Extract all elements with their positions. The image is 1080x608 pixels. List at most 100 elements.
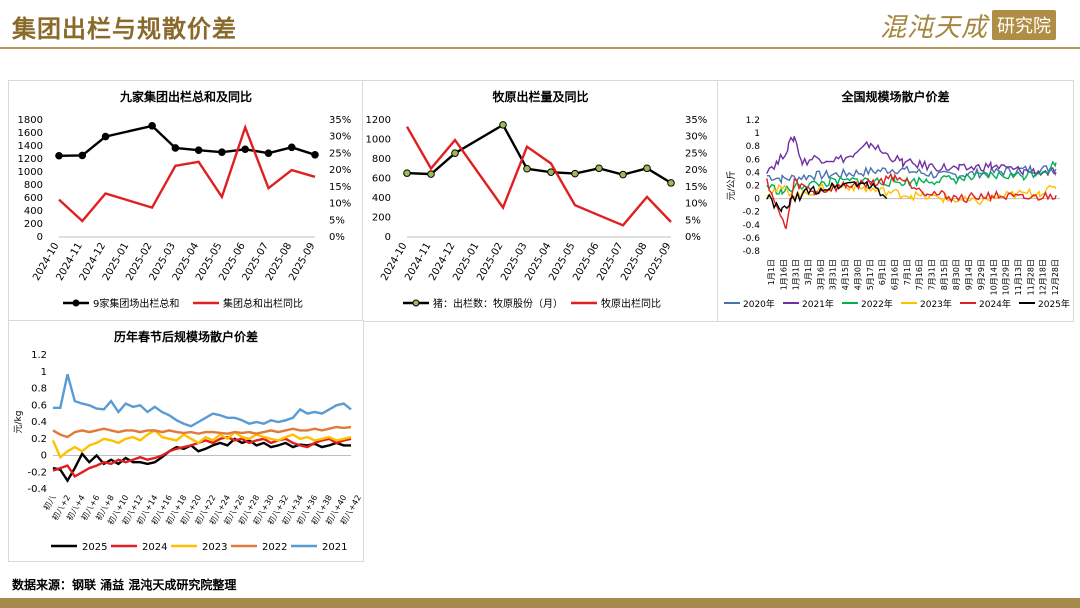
c2-xtick: 4月15日 [841, 259, 850, 290]
c1-series-point [619, 170, 627, 179]
c2-ytick: 0.4 [746, 168, 761, 178]
c1-series-point [523, 164, 531, 173]
c1-ytick-right: 35% [685, 115, 707, 126]
c0-series-point [55, 151, 63, 160]
c2-xtick: 7月31日 [928, 259, 937, 290]
c0-series-point [101, 132, 110, 141]
c0-series-point [311, 150, 319, 159]
c0-series-point [148, 122, 156, 130]
c0-ytick-left: 200 [24, 219, 43, 230]
c2-xtick: 3月1日 [804, 259, 813, 285]
c2-ytick: -0.4 [742, 221, 760, 231]
c1-series-point [499, 121, 507, 129]
c2-ytick: 0.2 [746, 182, 760, 192]
brand-seal: 研究院 [992, 10, 1056, 40]
brand-logo: 混沌天成 研究院 [880, 8, 1056, 43]
c3-ytick: 0 [41, 451, 47, 462]
c2-xtick: 6月16日 [890, 259, 899, 290]
c2-xtick: 4月30日 [853, 259, 862, 290]
chart-group-output: 九家集团出栏总和及同比 0 200 400 600 800 1000 1200 1400 1600… [18, 89, 352, 310]
c2-series-line-5 [766, 180, 888, 213]
chart-panel-group-output: 九家集团出栏总和及同比 0 200 400 600 800 1000 1200 1400 1600… [8, 80, 364, 322]
c2-series-line-4 [766, 172, 1057, 230]
c3-series-line-4 [53, 373, 352, 428]
c0-ytick-right: 35% [329, 115, 351, 126]
c0-legend-marker [72, 299, 80, 307]
c2-ytick: -0.6 [742, 234, 760, 244]
c1-legend-label: 牧原出栏同比 [601, 297, 661, 310]
footer-bar [0, 598, 1080, 608]
c0-series-point [78, 151, 87, 160]
c3-series-line-2 [51, 428, 352, 460]
c0-ytick-left: 0 [37, 232, 43, 243]
c3-ytick: -0.4 [27, 484, 47, 495]
c1-ytick-right: 30% [685, 132, 707, 143]
c2-legend-label: 2021年 [802, 298, 834, 310]
c2-series-line-2 [766, 160, 1057, 196]
c2-xtick: 12月28日 [1051, 259, 1060, 295]
c3-legend-label: 2023 [202, 542, 227, 553]
c0-legend-label: 9家集团场出栏总和 [93, 297, 179, 310]
c0-ytick-right: 20% [329, 165, 351, 176]
c0-series-line-1 [58, 123, 316, 223]
c2-xtick: 8月15日 [940, 259, 949, 290]
chart-panel-muyuan-output: 牧原出栏量及同比 0 200 400 600 800 1000 1200 0% 5% 10% 15% 2… [362, 80, 719, 322]
c1-series-point [403, 169, 411, 177]
c3-title: 历年春节后规模场散户价差 [114, 329, 258, 344]
c0-series-point [194, 146, 203, 155]
c3-ytick: 0.6 [31, 400, 47, 411]
c2-xtick: 1月1日 [767, 259, 776, 285]
c2-legend-label: 2024年 [979, 298, 1011, 310]
c1-ytick-left: 1200 [366, 115, 391, 126]
chart-panel-festival-spread: 历年春节后规模场散户价差 -0.4 -0.2 0 0.2 0.4 0.6 0.8 1 1.2 元/k… [8, 320, 364, 562]
c1-series-line-1 [405, 126, 672, 227]
c0-series-line-0 [58, 124, 316, 157]
c1-ytick-left: 600 [372, 174, 391, 185]
chart-muyuan-output: 牧原出栏量及同比 0 200 400 600 800 1000 1200 0% 5% 10% 15% 2… [366, 89, 708, 310]
c2-series-line-0 [766, 164, 1057, 185]
c0-series-point [241, 145, 249, 154]
c2-xtick: 5月17日 [866, 259, 875, 290]
c1-series-point [643, 164, 651, 173]
c2-ytick: 0.8 [746, 142, 761, 152]
chart-panel-national-spread: 全国规模场散户价差 -0.8 -0.6 -0.4 -0.2 0 0.2 0.4 0.6 0.8 1 1… [717, 80, 1074, 322]
c0-series-point [287, 143, 296, 152]
c1-series-point [451, 149, 459, 157]
c0-ytick-left: 1600 [18, 128, 43, 139]
c3-series-line-3 [52, 425, 352, 439]
c1-ytick-left: 400 [372, 193, 391, 204]
c1-series-point [547, 168, 555, 176]
c2-xtick: 11月28日 [1026, 259, 1035, 295]
c2-legend-label: 2022年 [861, 298, 893, 310]
c0-series-point [171, 144, 180, 152]
page-title: 集团出栏与规散价差 [12, 14, 237, 43]
c0-title: 九家集团出栏总和及同比 [119, 89, 252, 104]
c0-ytick-right: 10% [329, 199, 351, 210]
c3-series-line-1 [52, 435, 352, 478]
c2-ytick: 0 [754, 195, 760, 205]
c3-ytick: 0.2 [31, 434, 47, 445]
c1-ytick-right: 20% [685, 165, 707, 176]
c1-ytick-right: 10% [685, 199, 707, 210]
c2-xtick: 1月16日 [779, 259, 788, 290]
c0-ytick-left: 800 [24, 180, 43, 191]
c3-ytick: 1.2 [31, 350, 47, 361]
c1-ytick-left: 1000 [366, 135, 391, 146]
c1-legend-marker [412, 299, 420, 307]
c2-xtick: 7月1日 [903, 259, 912, 285]
chart-national-spread: 全国规模场散户价差-0.8-0.6-0.4-0.200.20.40.60.811… [724, 89, 1070, 310]
c1-title: 牧原出栏量及同比 [492, 89, 588, 104]
c0-ytick-right: 25% [329, 148, 351, 159]
header-divider [0, 47, 1080, 49]
c3-series-line-0 [52, 437, 351, 483]
c2-xtick: 1月31日 [792, 259, 801, 290]
c2-legend-label: 2023年 [920, 298, 952, 310]
c0-ytick-left: 400 [24, 206, 43, 217]
c0-ytick-right: 15% [329, 182, 351, 193]
c2-ytick: 0.6 [746, 155, 761, 165]
c1-ytick-right: 5% [685, 215, 701, 226]
c2-xtick: 3月31日 [829, 259, 838, 290]
c3-ytick: 0.4 [31, 417, 47, 428]
c2-legend-label: 2020年 [743, 298, 775, 310]
c0-ytick-left: 1000 [18, 167, 43, 178]
